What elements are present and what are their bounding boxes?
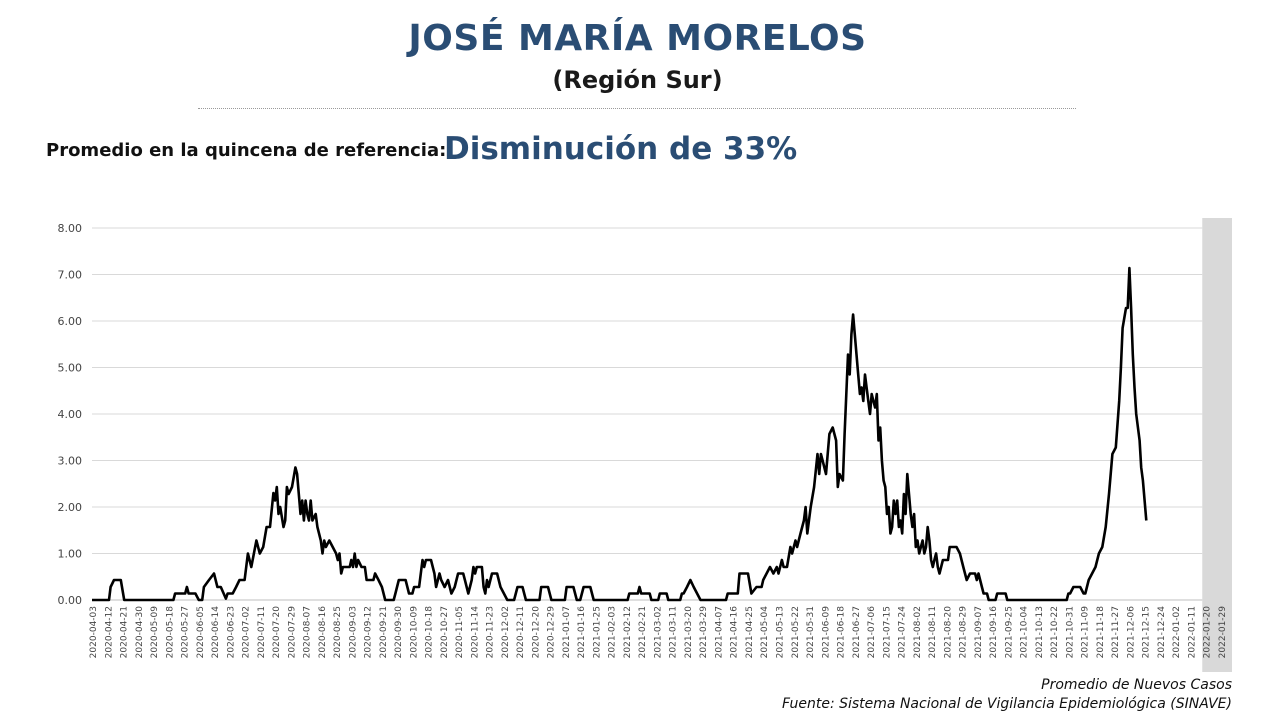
x-tick-label: 2021-12-06 [1126, 606, 1136, 659]
reference-value: Disminución de 33% [444, 131, 798, 167]
x-tick-label: 2021-06-27 [852, 606, 862, 658]
x-tick-label: 2020-07-20 [272, 606, 282, 659]
x-tick-label: 2020-10-18 [425, 606, 435, 659]
x-tick-label: 2021-09-25 [1004, 606, 1014, 658]
y-tick-label: 8.00 [58, 222, 83, 235]
x-tick-label: 2020-05-18 [165, 606, 175, 659]
x-tick-label: 2020-04-03 [89, 606, 99, 658]
x-tick-label: 2020-09-21 [379, 606, 389, 658]
x-tick-label: 2021-02-12 [623, 606, 633, 658]
series-line [92, 266, 1148, 602]
y-tick-label: 1.00 [58, 548, 83, 561]
y-tick-label: 6.00 [58, 315, 83, 328]
x-tick-label: 2020-12-02 [501, 606, 511, 658]
x-tick-label: 2020-09-30 [394, 606, 404, 659]
x-tick-label: 2020-07-11 [257, 606, 267, 658]
x-tick-label: 2021-11-09 [1081, 606, 1091, 659]
x-tick-label: 2020-08-25 [333, 606, 343, 658]
x-tick-label: 2020-10-09 [409, 606, 419, 659]
x-tick-label: 2020-08-07 [303, 606, 313, 658]
x-tick-label: 2020-11-14 [470, 606, 480, 659]
x-tick-label: 2021-08-02 [913, 606, 923, 658]
x-tick-label: 2020-06-23 [226, 606, 236, 658]
x-tick-label: 2021-01-25 [592, 606, 602, 658]
x-tick-label: 2020-04-12 [104, 606, 114, 658]
x-tick-label: 2021-07-24 [898, 606, 908, 659]
x-tick-label: 2021-04-16 [730, 606, 740, 659]
x-tick-label: 2021-12-24 [1157, 606, 1167, 659]
y-tick-label: 4.00 [58, 408, 83, 421]
x-tick-label: 2020-10-27 [440, 606, 450, 658]
y-tick-label: 0.00 [58, 594, 83, 607]
y-tick-label: 5.00 [58, 362, 83, 375]
reference-label: Promedio en la quincena de referencia: [46, 140, 447, 161]
x-tick-label: 2021-10-22 [1050, 606, 1060, 658]
x-tick-label: 2021-12-15 [1142, 606, 1152, 658]
x-tick-label: 2021-10-13 [1035, 606, 1045, 658]
y-tick-label: 3.00 [58, 455, 83, 468]
x-tick-label: 2021-05-13 [776, 606, 786, 658]
x-tick-label: 2021-10-31 [1065, 606, 1075, 658]
x-tick-label: 2021-06-18 [837, 606, 847, 659]
x-tick-label: 2021-06-09 [821, 606, 831, 659]
x-tick-label: 2022-01-20 [1203, 606, 1213, 659]
x-tick-label: 2020-06-14 [211, 606, 221, 659]
x-tick-label: 2021-02-03 [608, 606, 618, 658]
page-subtitle: (Región Sur) [552, 66, 723, 94]
x-tick-label: 2021-03-29 [699, 606, 709, 659]
x-tick-label: 2021-05-22 [791, 606, 801, 658]
x-tick-label: 2022-01-29 [1218, 606, 1228, 659]
x-tick-label: 2020-04-30 [135, 606, 145, 659]
divider [198, 108, 1076, 109]
x-tick-label: 2021-11-27 [1111, 606, 1121, 658]
y-tick-label: 2.00 [58, 501, 83, 514]
x-tick-label: 2021-09-07 [974, 606, 984, 658]
x-tick-label: 2021-08-20 [943, 606, 953, 659]
x-tick-label: 2020-07-29 [287, 606, 297, 659]
x-tick-label: 2021-03-02 [653, 606, 663, 658]
x-tick-label: 2020-09-03 [348, 606, 358, 658]
x-tick-label: 2020-04-21 [120, 606, 130, 658]
x-tick-label: 2021-03-20 [684, 606, 694, 659]
x-tick-label: 2020-09-12 [364, 606, 374, 658]
x-tick-label: 2021-07-15 [882, 606, 892, 658]
x-tick-label: 2021-01-07 [562, 606, 572, 658]
x-tick-label: 2021-04-25 [745, 606, 755, 658]
page-title: JOSÉ MARÍA MORELOS [408, 18, 867, 59]
x-tick-label: 2021-02-21 [638, 606, 648, 658]
x-tick-label: 2021-03-11 [669, 606, 679, 658]
x-tick-label: 2020-07-02 [242, 606, 252, 658]
x-tick-label: 2021-04-07 [714, 606, 724, 658]
x-tick-label: 2020-12-29 [547, 606, 557, 659]
x-tick-label: 2022-01-11 [1187, 606, 1197, 658]
x-tick-label: 2021-05-31 [806, 606, 816, 658]
x-tick-label: 2022-01-02 [1172, 606, 1182, 658]
x-tick-label: 2020-05-09 [150, 606, 160, 659]
x-tick-label: 2021-08-11 [928, 606, 938, 658]
x-tick-label: 2020-05-27 [181, 606, 191, 658]
y-tick-label: 7.00 [58, 269, 83, 282]
x-tick-label: 2021-08-29 [959, 606, 969, 659]
source-note: Fuente: Sistema Nacional de Vigilancia E… [782, 696, 1232, 712]
x-tick-label: 2020-08-16 [318, 606, 328, 659]
x-tick-label: 2021-11-18 [1096, 606, 1106, 659]
x-tick-label: 2020-12-20 [531, 606, 541, 659]
x-tick-label: 2021-10-04 [1020, 606, 1030, 659]
x-tick-label: 2021-09-16 [989, 606, 999, 659]
highlight-band [1202, 218, 1232, 672]
x-tick-label: 2021-01-16 [577, 606, 587, 659]
x-tick-label: 2020-06-05 [196, 606, 206, 658]
x-tick-label: 2021-05-04 [760, 606, 770, 659]
series-label: Promedio de Nuevos Casos [1041, 677, 1232, 693]
x-tick-label: 2020-11-23 [486, 606, 496, 658]
x-tick-label: 2020-12-11 [516, 606, 526, 658]
x-tick-label: 2021-07-06 [867, 606, 877, 659]
x-tick-label: 2020-11-05 [455, 606, 465, 658]
